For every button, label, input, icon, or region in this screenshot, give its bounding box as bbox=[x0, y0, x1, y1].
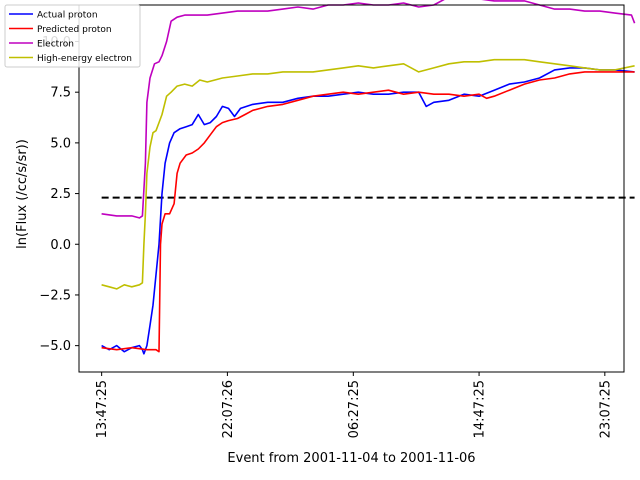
series-line-actual-proton bbox=[101, 67, 635, 355]
y-tick-label: −2.5 bbox=[39, 288, 71, 303]
legend-label: Electron bbox=[37, 39, 74, 49]
y-tick-label: 2.5 bbox=[50, 187, 71, 202]
plot-frame bbox=[78, 4, 625, 373]
y-tick-label: 0.0 bbox=[50, 238, 71, 253]
x-tick-label: 06:27:25 bbox=[347, 380, 362, 438]
plot-area bbox=[101, 0, 636, 355]
y-tick-label: −5.0 bbox=[39, 339, 71, 354]
legend: Actual proton Predicted proton Electron Hig… bbox=[4, 4, 141, 68]
x-tick-label: 13:47:25 bbox=[95, 380, 110, 438]
series-line-predicted-proton bbox=[101, 71, 635, 353]
y-axis-title: ln(Flux (/cc/s/sr)) bbox=[15, 139, 30, 249]
y-tick-label: 7.5 bbox=[50, 86, 71, 101]
series-line-electron bbox=[101, 0, 636, 219]
x-axis-title: Event from 2001-11-04 to 2001-11-06 bbox=[227, 451, 475, 466]
x-tick-label: 22:07:26 bbox=[221, 380, 236, 438]
legend-box bbox=[4, 4, 141, 68]
legend-label: Actual proton bbox=[37, 10, 98, 20]
legend-label: High-energy electron bbox=[37, 54, 132, 64]
x-tick-label: 23:07:25 bbox=[598, 380, 613, 438]
y-tick-label: 5.0 bbox=[50, 136, 71, 151]
series-line-high-energy-electron bbox=[101, 58, 635, 290]
x-tick-label: 14:47:25 bbox=[473, 380, 488, 438]
legend-label: Predicted proton bbox=[37, 25, 112, 35]
